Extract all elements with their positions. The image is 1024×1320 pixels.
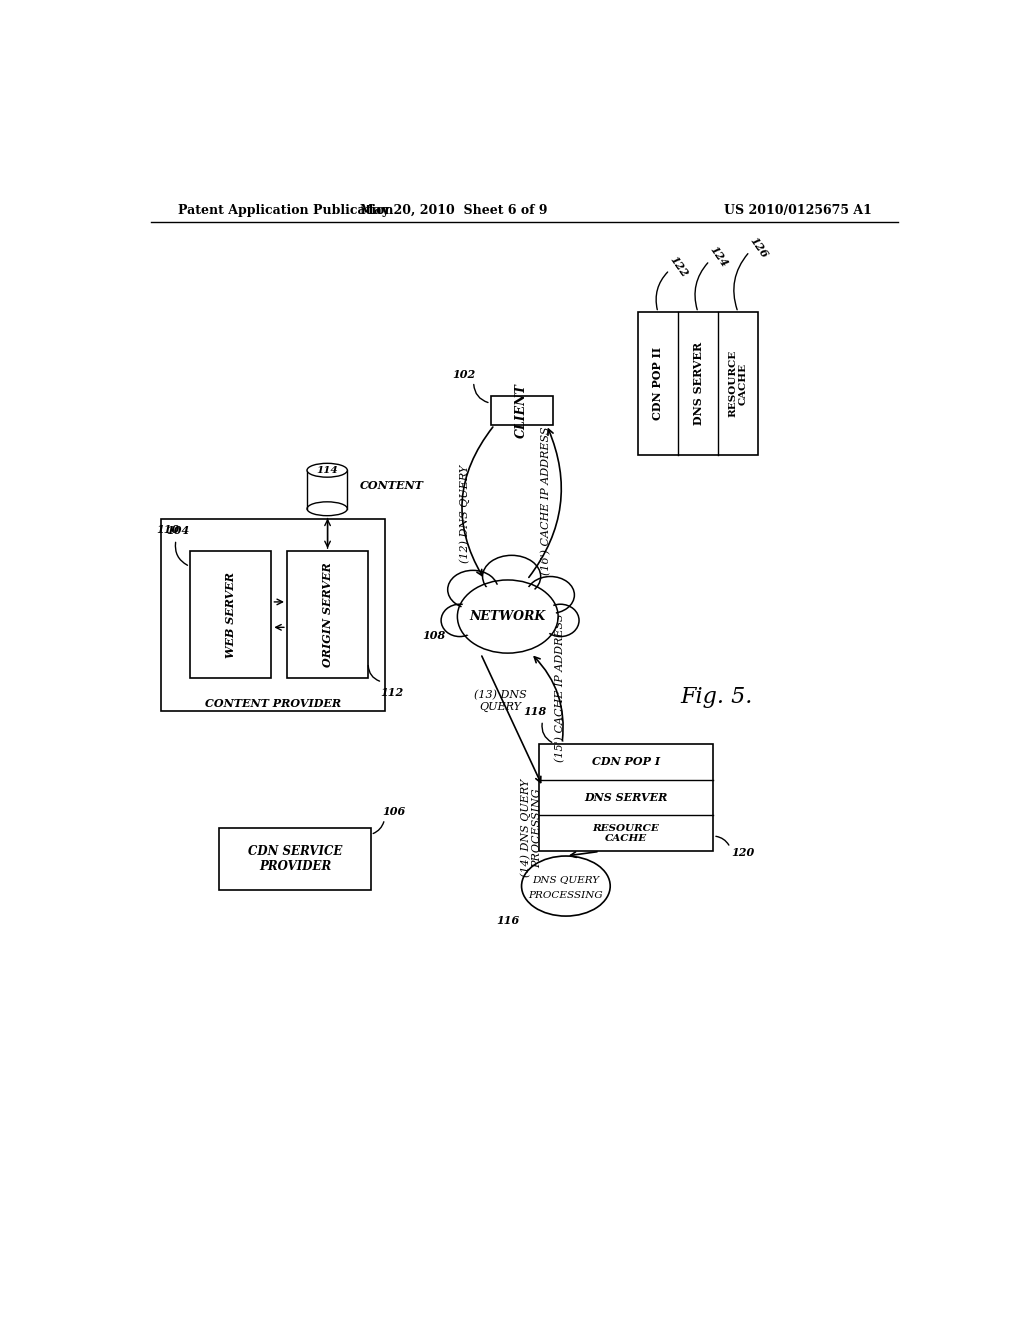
Ellipse shape: [460, 583, 556, 649]
Text: 110: 110: [157, 524, 180, 535]
Text: 124: 124: [708, 244, 730, 269]
Text: CDN SERVICE
PROVIDER: CDN SERVICE PROVIDER: [248, 845, 342, 873]
Text: (16') CACHE IP ADDRESS: (16') CACHE IP ADDRESS: [542, 426, 552, 576]
Bar: [190, 552, 271, 678]
Ellipse shape: [521, 855, 610, 916]
Text: NETWORK: NETWORK: [470, 610, 546, 623]
Text: May 20, 2010  Sheet 6 of 9: May 20, 2010 Sheet 6 of 9: [359, 205, 547, 218]
Text: (15') CACHE IP ADDRESS: (15') CACHE IP ADDRESS: [555, 614, 565, 763]
Text: 126: 126: [748, 235, 770, 260]
Text: DNS QUERY: DNS QUERY: [532, 875, 599, 884]
Text: (13) DNS
QUERY: (13) DNS QUERY: [474, 690, 526, 713]
Text: (14) DNS QUERY
PROCESSING: (14) DNS QUERY PROCESSING: [520, 779, 542, 878]
Text: RESOURCE
CACHE: RESOURCE CACHE: [593, 824, 659, 843]
Text: 122: 122: [668, 253, 690, 279]
Ellipse shape: [458, 582, 557, 651]
Bar: [287, 552, 369, 678]
Bar: [161, 519, 385, 711]
Text: Patent Application Publication: Patent Application Publication: [178, 205, 394, 218]
Bar: [539, 743, 713, 851]
Bar: [490, 396, 553, 425]
Text: CDN POP I: CDN POP I: [592, 756, 660, 767]
Text: 106: 106: [382, 805, 406, 817]
Text: 114: 114: [316, 466, 338, 475]
Text: CLIENT: CLIENT: [515, 383, 528, 437]
Text: WEB SERVER: WEB SERVER: [225, 572, 237, 657]
Ellipse shape: [307, 502, 347, 516]
Text: US 2010/0125675 A1: US 2010/0125675 A1: [724, 205, 872, 218]
Text: CDN POP II: CDN POP II: [652, 347, 664, 420]
Text: 120: 120: [731, 847, 755, 858]
Text: DNS SERVER: DNS SERVER: [585, 792, 668, 803]
Text: DNS SERVER: DNS SERVER: [692, 342, 703, 425]
Bar: [219, 829, 371, 890]
Text: PROCESSING: PROCESSING: [528, 891, 603, 900]
Text: ORIGIN SERVER: ORIGIN SERVER: [323, 562, 333, 667]
Text: (12) DNS QUERY: (12) DNS QUERY: [460, 465, 470, 564]
Text: RESOURCE
CACHE: RESOURCE CACHE: [728, 350, 748, 417]
Text: 108: 108: [423, 630, 445, 642]
Bar: [638, 313, 758, 455]
Text: 116: 116: [496, 915, 519, 927]
Text: CONTENT PROVIDER: CONTENT PROVIDER: [205, 698, 341, 709]
Ellipse shape: [307, 463, 347, 477]
Text: 102: 102: [452, 368, 475, 380]
Text: 118: 118: [523, 706, 547, 717]
Text: 104: 104: [167, 525, 190, 536]
Text: CONTENT: CONTENT: [359, 480, 424, 491]
Text: 112: 112: [380, 686, 403, 697]
Text: Fig. 5.: Fig. 5.: [681, 686, 754, 709]
